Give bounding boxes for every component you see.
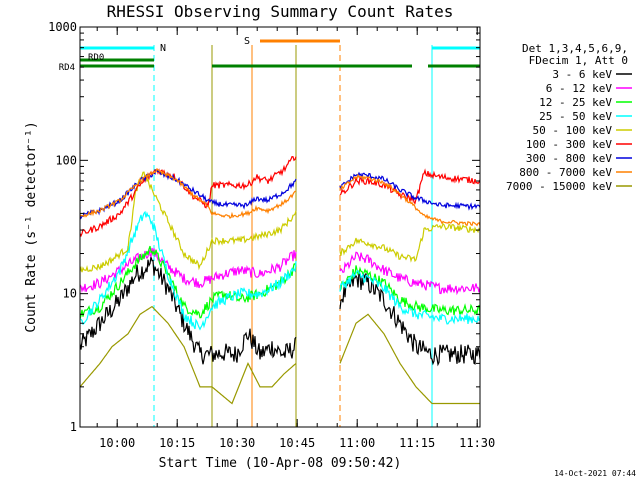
x-axis-label: Start Time (10-Apr-08 09:50:42) [159, 456, 402, 471]
x-tick-label: 11:15 [399, 436, 435, 450]
plot-inner [80, 39, 480, 427]
legend-label-3: 25 - 50 keV [539, 110, 612, 123]
footer-timestamp: 14-Oct-2021 07:44 [554, 469, 636, 478]
series-line-3 [80, 210, 480, 331]
flag-label-n: N [160, 43, 166, 54]
y-tick-label: 10 [63, 287, 77, 301]
x-tick-label: 10:30 [219, 436, 255, 450]
series-line-5 [80, 155, 480, 238]
legend-label-0: 3 - 6 keV [552, 68, 612, 81]
legend-label-5: 100 - 300 keV [526, 138, 612, 151]
y-tick-label: 100 [55, 153, 77, 167]
chart-title: RHESSI Observing Summary Count Rates [107, 2, 454, 21]
legend-label-6: 300 - 800 keV [526, 152, 612, 165]
x-tick-label: 11:30 [459, 436, 495, 450]
legend: Det 1,3,4,5,6,9,FDecim 1, Att 03 - 6 keV… [506, 42, 632, 193]
flag-label-s: S [244, 36, 250, 47]
legend-label-4: 50 - 100 keV [533, 124, 613, 137]
series-line-0 [80, 256, 480, 367]
plot-area: N S RD0 [80, 36, 480, 427]
axes: RD4 1 10 100 1000 10:00 10:15 10:30 10:45 11:00 11… [48, 20, 495, 450]
legend-header-0: Det 1,3,4,5,6,9, [522, 42, 628, 55]
legend-header-1: FDecim 1, Att 0 [529, 54, 628, 67]
series-line-1 [80, 247, 480, 296]
legend-label-7: 800 - 7000 keV [519, 166, 612, 179]
x-tick-label: 11:00 [339, 436, 375, 450]
y-axis-label: Count Rate (s⁻¹ detector⁻¹) [24, 121, 39, 332]
series-line-7 [80, 167, 480, 227]
series-line-8 [80, 305, 480, 405]
x-tick-label: 10:45 [279, 436, 315, 450]
legend-label-8: 7000 - 15000 keV [506, 180, 612, 193]
y-tick-label: 1 [70, 420, 77, 434]
series-line-6 [80, 169, 480, 220]
x-tick-label: 10:00 [99, 436, 135, 450]
x-tick-label: 10:15 [159, 436, 195, 450]
legend-label-1: 6 - 12 keV [546, 82, 613, 95]
flag-label-rd4: RD4 [59, 63, 75, 73]
plot-frame [79, 26, 481, 428]
legend-label-2: 12 - 25 keV [539, 96, 612, 109]
flag-label-rd0: RD0 [88, 53, 104, 63]
y-tick-label: 1000 [48, 20, 77, 34]
